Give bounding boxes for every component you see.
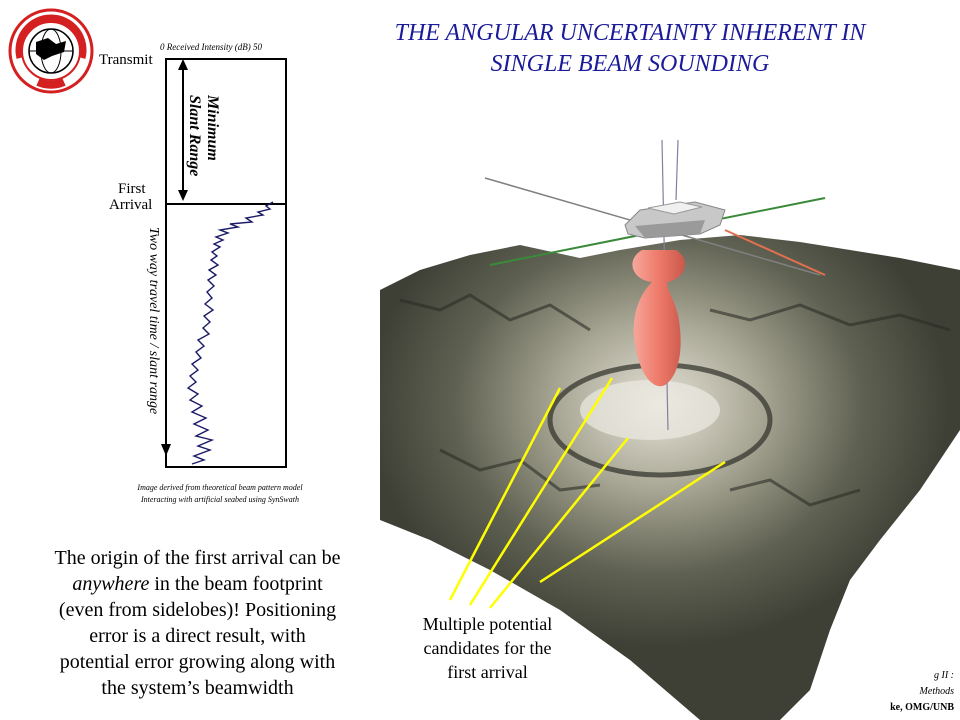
title-line-2: SINGLE BEAM SOUNDING (490, 51, 770, 77)
desc-line-2: anywhere in the beam footprint (20, 571, 375, 597)
arrival-label: Arrival (109, 197, 153, 213)
two-way-text: Two way travel time / slant range (146, 227, 161, 414)
note-line-1: Image derived from theoretical beam patt… (137, 483, 303, 492)
desc-line-1: The origin of the first arrival can be (54, 547, 341, 569)
desc-line-2-rest: in the beam footprint (149, 573, 323, 595)
two-way-label: Two way travel time / slant range (146, 227, 161, 414)
beam-pattern (632, 250, 685, 387)
candidate-rays (448, 377, 726, 609)
desc-emphasis: anywhere (72, 573, 150, 595)
desc-line-6: the system’s beamwidth (101, 677, 294, 699)
candidates-caption: Multiple potential candidates for the fi… (395, 612, 580, 684)
transmit-label: Transmit (99, 52, 153, 68)
corner-line-3: ke, OMG/UNB (890, 702, 954, 713)
plot-note: Image derived from theoretical beam patt… (90, 482, 350, 506)
first-arrival-line (165, 203, 287, 205)
slide-title: THE ANGULAR UNCERTAINTY INHERENT IN SING… (330, 18, 930, 80)
intensity-trace (186, 201, 274, 465)
desc-line-3: (even from sidelobes)! Positioning (58, 599, 337, 621)
cand-line-3: first arrival (447, 662, 528, 682)
axis-top-label: 0 Received Intensity (dB) 50 (160, 42, 262, 52)
unb-logo-icon (8, 8, 94, 94)
corner-line-2: Methods (919, 686, 954, 697)
desc-line-5: potential error growing along with (59, 651, 336, 673)
description-text: The origin of the first arrival can be a… (20, 545, 375, 701)
min-range-text-1: Minimum (204, 95, 221, 161)
seabed-scene (380, 139, 960, 720)
cand-line-1: Multiple potential (422, 614, 553, 634)
seabed-surface (380, 235, 960, 720)
title-line-1: THE ANGULAR UNCERTAINTY INHERENT IN (394, 20, 866, 46)
desc-line-4: error is a direct result, with (89, 625, 306, 647)
min-range-text-2: Slant Range (186, 95, 203, 176)
note-line-2: Interacting with artificial seabed using… (141, 495, 299, 504)
cand-line-2: candidates for the (423, 638, 552, 658)
corner-line-1: g II : (934, 670, 954, 681)
minimum-slant-range-label: Minimum Slant Range (186, 95, 221, 176)
first-label: First (118, 181, 146, 197)
